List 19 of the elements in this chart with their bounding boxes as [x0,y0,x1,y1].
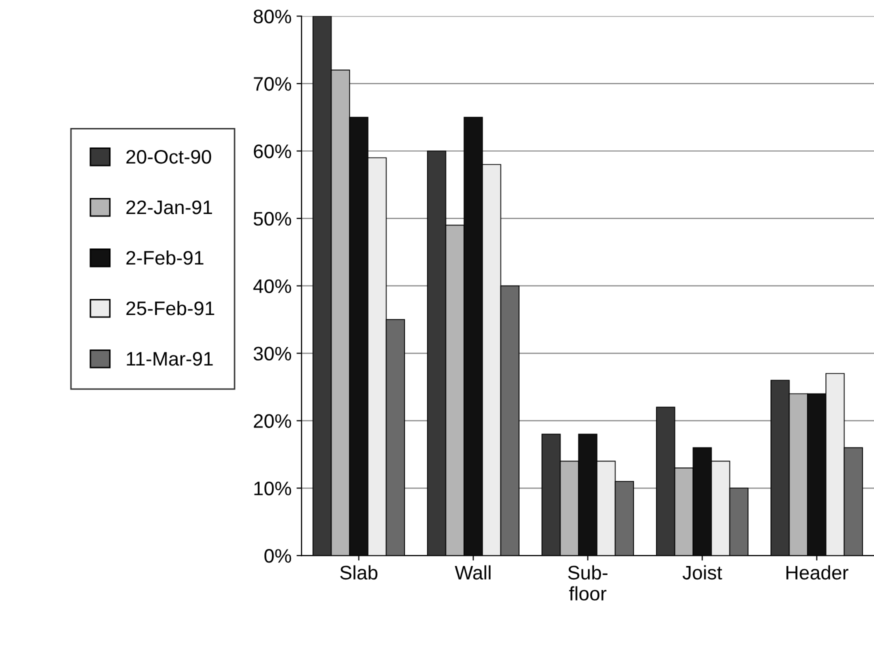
y-tick-label: 30% [254,346,292,361]
y-tick-label: 70% [254,77,292,91]
y-tick-label: 80% [254,10,292,24]
y-tick-label: 60% [254,144,292,158]
y-tick-label: 40% [253,279,292,294]
x-tick-label: Wall [454,565,491,580]
y-tick-label: 20% [254,414,292,428]
x-tick-label: Header [786,565,848,580]
y-tick-label: 0% [264,549,292,563]
legend-label: 2-Feb-91 [126,250,204,265]
legend-label: 11-Mar-91 [126,352,213,366]
x-tick-label: Joist [682,565,722,580]
legend-label: 22-Jan-91 [126,200,212,214]
legend-label: 20-Oct-90 [126,150,212,164]
legend-label: 25-Feb-91 [126,300,214,316]
x-tick-label: Sub- floor [568,565,608,601]
y-tick-label: 10% [254,482,292,496]
y-tick-label: 50% [254,212,292,226]
x-tick-label: Slab [340,565,378,580]
